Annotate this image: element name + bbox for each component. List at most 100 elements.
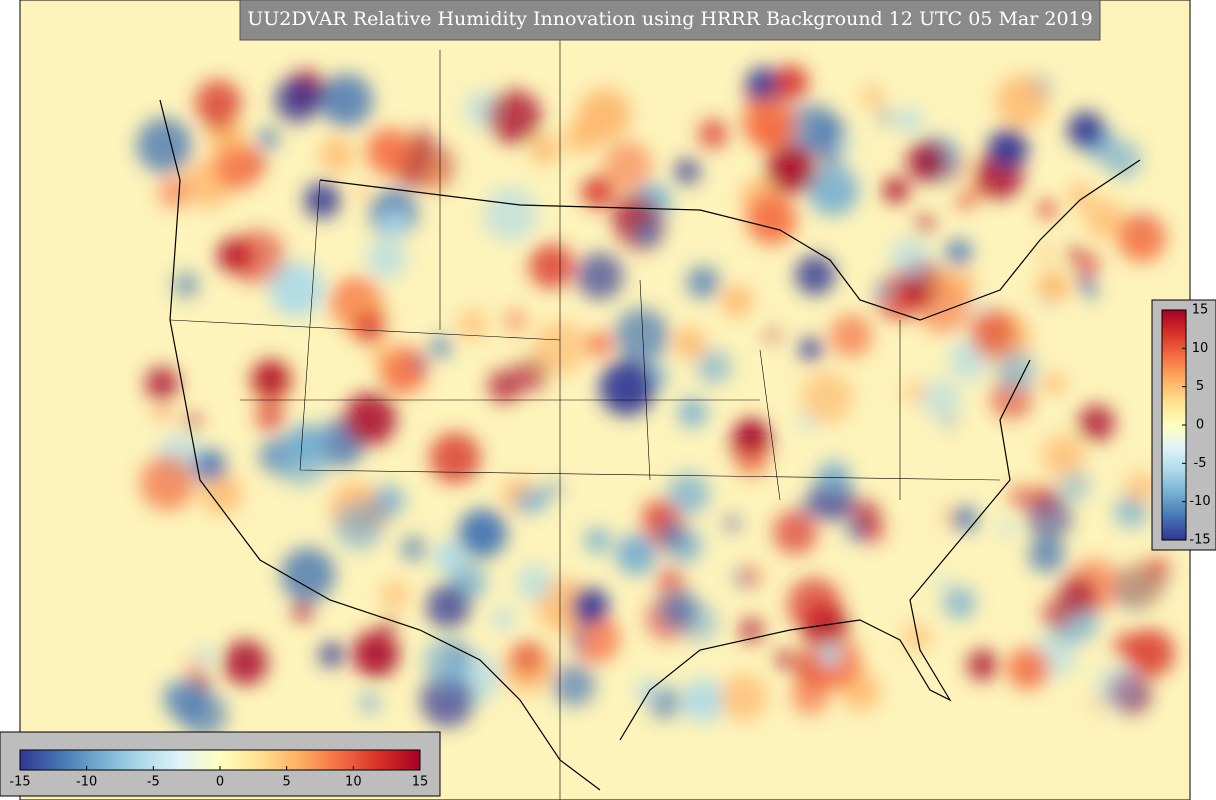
tick-label: 10 (1192, 341, 1209, 356)
field-blob (274, 77, 321, 123)
east-gulf-coast (619, 359, 1031, 741)
field-blob (483, 187, 538, 241)
field-blob (988, 128, 1029, 169)
field-blob (698, 119, 729, 149)
field-blob (969, 309, 1016, 356)
field-blob (1084, 285, 1099, 300)
field-blob (487, 369, 522, 403)
field-blob (1084, 198, 1125, 239)
field-blob (255, 401, 285, 431)
field-blob (145, 366, 179, 401)
field-blob (735, 418, 768, 451)
field-blob (818, 643, 842, 667)
field-blob (906, 140, 949, 183)
tick-label: -15 (1189, 533, 1210, 548)
field-blob (799, 337, 823, 361)
field-blob (957, 193, 973, 209)
field-blob (807, 165, 859, 216)
field-blob (834, 138, 853, 157)
west-coast (159, 99, 601, 791)
tick-label: 5 (1196, 379, 1204, 394)
field-blob (656, 566, 685, 595)
field-blob (183, 413, 202, 431)
field-blob (765, 329, 779, 343)
field-blob (319, 136, 355, 173)
field-blob (576, 252, 624, 300)
field-blob (889, 238, 931, 280)
field-blob (420, 673, 475, 728)
field-blob (745, 67, 783, 104)
field-blob (186, 658, 202, 675)
field-blob (773, 64, 809, 100)
field-blob (256, 127, 280, 151)
field-blob (366, 128, 414, 176)
field-blob (1145, 556, 1171, 582)
field-blob (935, 576, 950, 591)
field-blob (155, 405, 171, 422)
field-blob (493, 608, 514, 629)
field-blob (1112, 631, 1141, 661)
field-blob (795, 255, 836, 295)
field-blob (940, 508, 957, 524)
field-blob (904, 381, 926, 404)
field-blob (721, 285, 753, 317)
field-blob (829, 314, 873, 358)
field-blob (411, 128, 432, 149)
field-blob (1028, 536, 1065, 573)
field-blob (614, 308, 669, 363)
field-blob (230, 229, 286, 285)
field-blob (429, 432, 481, 484)
field-blob (173, 272, 199, 298)
field-blob (487, 90, 542, 144)
field-blob (510, 640, 545, 676)
tick-label: 15 (412, 775, 429, 790)
field-blob (1038, 200, 1056, 218)
field-blob (293, 601, 313, 621)
tick-label: 0 (1196, 418, 1204, 433)
field-blob (738, 565, 762, 589)
tick-label: 10 (345, 775, 362, 790)
field-blob (585, 528, 611, 554)
field-blob (681, 679, 725, 722)
field-blob (200, 472, 242, 515)
state-lines (169, 40, 1001, 800)
field-blob (564, 119, 600, 155)
field-blob (380, 209, 409, 237)
field-blob (603, 141, 653, 191)
field-blob (674, 158, 701, 185)
field-blob (193, 449, 227, 482)
field-blob (791, 677, 829, 715)
field-blob (372, 484, 405, 517)
field-blob (861, 85, 884, 108)
field-blob (883, 177, 909, 203)
field-blob (570, 633, 587, 649)
field-blob (140, 455, 195, 511)
field-blob (1036, 270, 1070, 303)
innovation-field (136, 64, 1175, 738)
field-blob (897, 108, 922, 133)
field-blob (615, 533, 657, 576)
tick-label: 15 (1192, 303, 1209, 318)
field-blob (223, 640, 268, 686)
field-blob (158, 176, 191, 209)
field-blob (429, 336, 452, 359)
field-blob (746, 194, 797, 245)
field-blob (164, 678, 209, 723)
field-blob (773, 510, 818, 555)
field-blob (1009, 485, 1034, 509)
field-blob (303, 182, 341, 219)
field-blob (800, 415, 814, 430)
field-blob (546, 481, 561, 496)
field-blob (530, 135, 559, 165)
field-blob (1075, 250, 1101, 276)
boundaries (159, 40, 1141, 800)
field-blob (720, 673, 768, 721)
field-blob (742, 96, 796, 149)
field-blob (667, 472, 710, 516)
field-blob (587, 332, 612, 356)
field-blob (635, 220, 662, 247)
field-blob (674, 327, 706, 360)
field-blob (874, 281, 892, 300)
